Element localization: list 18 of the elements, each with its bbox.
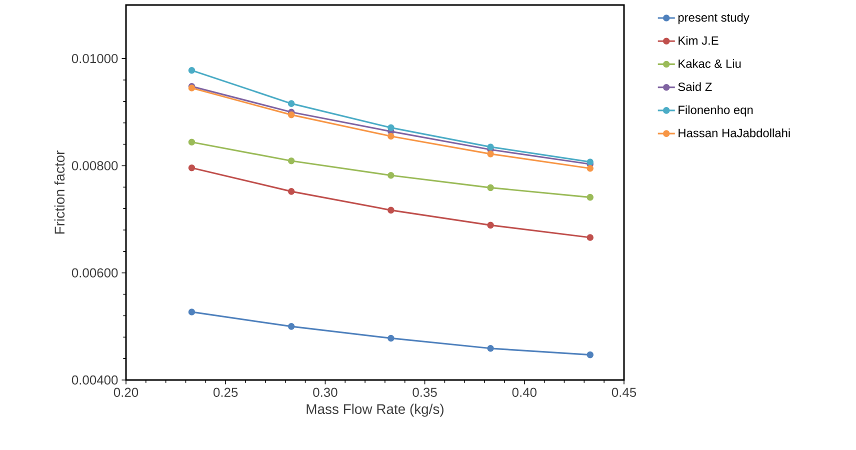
legend-label: Said Z [678,82,712,92]
x-tick-label: 0.45 [612,388,636,397]
legend-label: Kim J.E [678,36,718,45]
x-tick-label: 0.25 [213,388,238,397]
x-tick-label: 0.20 [114,388,138,397]
y-tick-label: 0.01000 [72,54,118,64]
legend-label: Kakac & Liu [678,59,741,68]
x-tick-label: 0.35 [412,388,437,397]
x-tick-label: 0.30 [313,388,338,397]
legend-label: Hassan HaJabdollahi [678,128,790,138]
legend-label: present study [678,12,750,24]
x-axis-title: Mass Flow Rate (kg/s) [306,404,444,417]
y-tick-label: 0.00600 [72,268,118,278]
y-axis-title: Friction factor [54,150,65,234]
y-tick-label: 0.00800 [72,161,118,170]
legend-label: Filonenho eqn [678,105,753,117]
y-tick-label: 0.00400 [72,375,118,385]
x-tick-label: 0.40 [512,388,537,397]
